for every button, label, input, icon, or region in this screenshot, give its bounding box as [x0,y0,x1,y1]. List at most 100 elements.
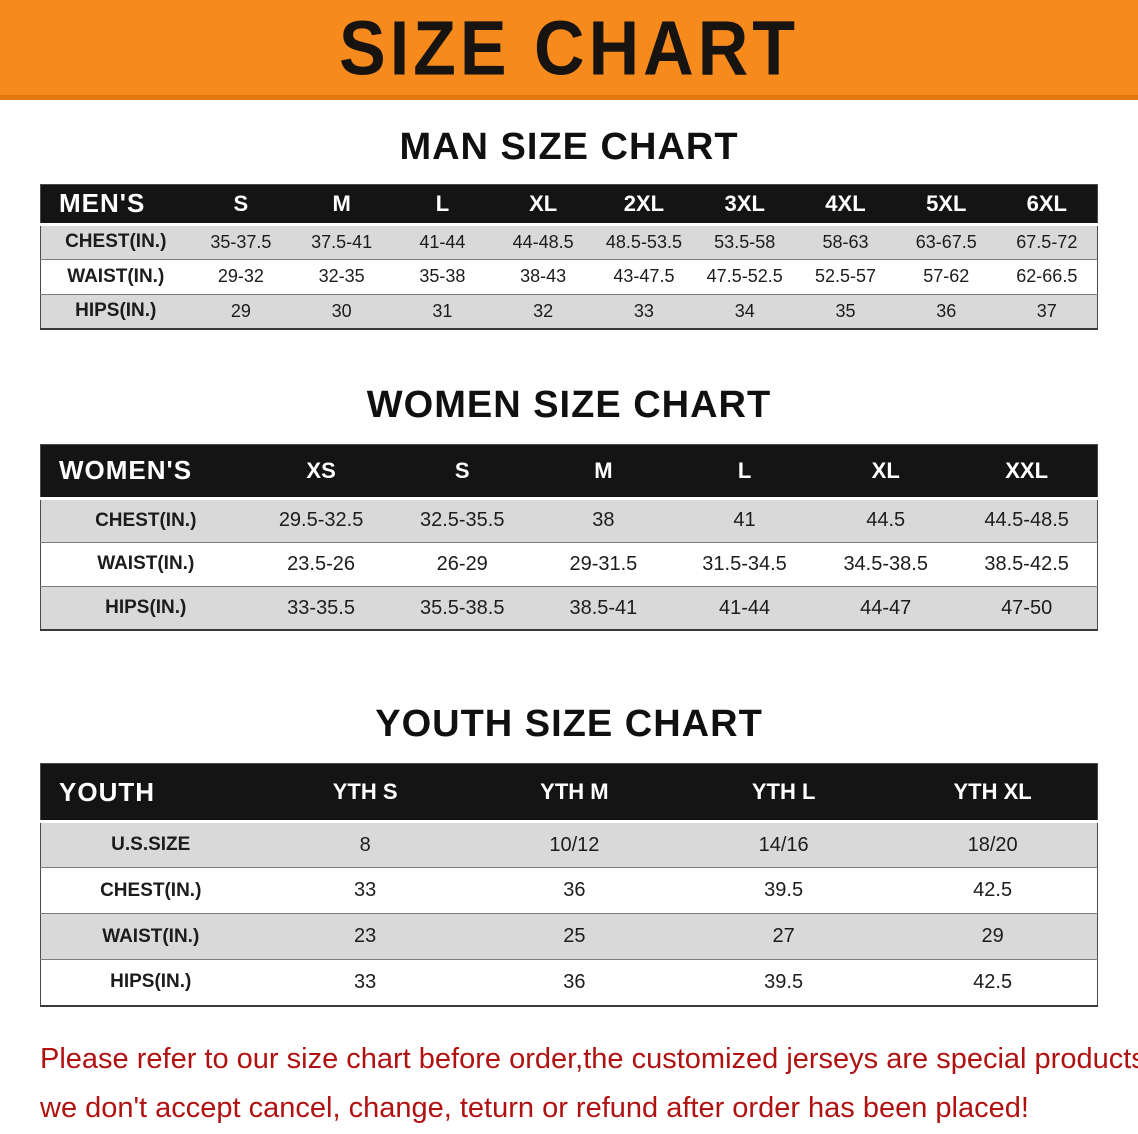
disclaimer-line-2: we don't accept cancel, change, teturn o… [40,1092,1029,1125]
size-value-cell: 33 [633,300,654,321]
size-value-cell: 14/16 [758,833,809,856]
page-title: SIZE CHART [339,4,799,91]
size-value-cell: 38-43 [520,266,567,287]
size-value-cell: 44.5-48.5 [984,509,1069,532]
banner: SIZE CHART [0,0,1138,100]
size-value-cell: 35 [835,300,856,321]
size-column-header: M [291,184,393,226]
size-value-cell: 58-63 [822,231,869,252]
size-value-cell: 23 [354,925,377,948]
size-value-cell: 18/20 [967,833,1018,856]
measurement-row: HIPS(IN.) 33-35.5 35.5-38.5 38.5-41 41-44 44-… [40,586,1098,631]
size-value-cell: 29-32 [217,266,264,287]
size-value-cell: 42.5 [973,970,1013,993]
size-value-cell: 47-50 [1001,596,1053,619]
measurement-row: CHEST(IN.) 29.5-32.5 32.5-35.5 38 41 44.5 44.5… [40,498,1098,543]
women-table-body: CHEST(IN.) 29.5-32.5 32.5-35.5 38 41 44.5 44.5… [40,498,1098,631]
size-value-cell: 35-37.5 [210,231,272,252]
size-value-cell: 38 [592,509,615,532]
size-column-header: YTH L [679,763,889,824]
size-value-cell: 53.5-58 [714,231,776,252]
size-value-cell: 26-29 [436,552,488,575]
women-section: WOMEN SIZE CHART WOMEN'S XS S M L XL XXL CHEST… [0,384,1138,632]
size-value-cell: 36 [563,879,586,902]
size-value-cell: 35-38 [419,266,466,287]
size-value-cell: 29 [981,925,1004,948]
measurement-row-label: WAIST(IN.) [102,925,200,947]
measurement-row: WAIST(IN.) 23 25 27 29 [40,913,1098,960]
measurement-row-label: HIPS(IN.) [75,300,157,322]
disclaimer-line-1: Please refer to our size chart before or… [40,1042,1138,1075]
size-column-header: XL [492,184,594,226]
size-value-cell: 39.5 [764,970,804,993]
table-corner-label: WOMEN'S [40,444,251,500]
size-value-cell: 41-44 [419,231,466,252]
size-column-header: L [673,444,816,500]
men-section-heading: MAN SIZE CHART [399,126,739,168]
table-corner-label: MEN'S [40,184,191,226]
size-value-cell: 38.5-42.5 [984,552,1069,575]
size-value-cell: 67.5-72 [1016,231,1078,252]
youth-size-table: YOUTH YTH S YTH M YTH L YTH XL U.S.SIZE 8 10/1… [40,763,1098,1007]
size-value-cell: 37.5-41 [311,231,373,252]
measurement-row: CHEST(IN.) 33 36 39.5 42.5 [40,867,1098,914]
size-value-cell: 41 [733,509,756,532]
size-column-header: 2XL [593,184,695,226]
measurement-row-label: WAIST(IN.) [67,265,165,287]
men-header-row: MEN'S S M L XL 2XL 3XL 4XL 5XL 6XL [40,184,1098,226]
size-value-cell: 42.5 [973,879,1013,902]
youth-section-heading: YOUTH SIZE CHART [375,703,763,746]
size-value-cell: 29.5-32.5 [278,509,364,532]
size-value-cell: 38.5-41 [569,596,638,619]
size-column-header: YTH S [260,763,470,824]
measurement-row: HIPS(IN.) 29 30 31 32 33 34 35 36 37 [40,294,1098,330]
measurement-row: HIPS(IN.) 33 36 39.5 42.5 [40,959,1098,1006]
size-value-cell: 34 [734,300,755,321]
size-value-cell: 32-35 [318,266,365,287]
size-value-cell: 29 [230,300,251,321]
size-column-header: XS [250,444,392,500]
youth-header-row: YOUTH YTH S YTH M YTH L YTH XL [40,763,1098,824]
size-value-cell: 23.5-26 [287,552,355,575]
size-value-cell: 30 [331,300,352,321]
size-value-cell: 41-44 [718,596,771,619]
size-value-cell: 37 [1036,300,1057,321]
size-value-cell: 62-66.5 [1016,266,1078,287]
size-value-cell: 31 [432,300,453,321]
size-value-cell: 43-47.5 [613,266,675,287]
measurement-row-label: CHEST(IN.) [95,509,197,531]
size-column-header: M [532,444,674,500]
measurement-row: U.S.SIZE 8 10/12 14/16 18/20 [40,821,1098,868]
size-value-cell: 29-31.5 [569,552,638,575]
measurement-row: WAIST(IN.) 29-32 32-35 35-38 38-43 43-47.5 47.… [40,259,1098,295]
size-column-header: 6XL [996,184,1098,226]
size-column-header: YTH XL [888,763,1098,824]
measurement-row-label: CHEST(IN.) [100,879,202,901]
size-column-header: S [391,444,533,500]
disclaimer: Please refer to our size chart before or… [40,1035,1138,1134]
size-column-header: L [392,184,493,226]
size-value-cell: 36 [563,970,586,993]
size-value-cell: 47.5-52.5 [706,266,783,287]
measurement-row: CHEST(IN.) 35-37.5 37.5-41 41-44 44-48.5 48.5… [40,224,1098,260]
size-value-cell: 36 [936,300,957,321]
size-value-cell: 34.5-38.5 [843,552,928,575]
size-value-cell: 10/12 [549,833,600,856]
measurement-row-label: WAIST(IN.) [97,553,195,575]
size-value-cell: 44.5 [866,509,906,532]
size-value-cell: 32.5-35.5 [419,509,505,532]
men-table-body: CHEST(IN.) 35-37.5 37.5-41 41-44 44-48.5 48.5… [40,224,1098,330]
size-column-header: 3XL [694,184,796,226]
size-value-cell: 25 [563,925,586,948]
size-value-cell: 27 [772,925,795,948]
youth-table-body: U.S.SIZE 8 10/12 14/16 18/20 CHEST(IN.) 33 36 39… [40,821,1098,1006]
youth-section: YOUTH SIZE CHART YOUTH YTH S YTH M YTH L YTH… [0,703,1138,1007]
size-value-cell: 57-62 [923,266,970,287]
men-section: MAN SIZE CHART MEN'S S M L XL 2XL 3XL 4XL 5XL 6XL… [0,126,1138,331]
measurement-row-label: U.S.SIZE [111,834,191,856]
measurement-row-label: HIPS(IN.) [110,971,192,993]
size-column-header: 5XL [895,184,997,226]
size-value-cell: 32 [533,300,554,321]
size-column-header: XXL [956,444,1098,500]
